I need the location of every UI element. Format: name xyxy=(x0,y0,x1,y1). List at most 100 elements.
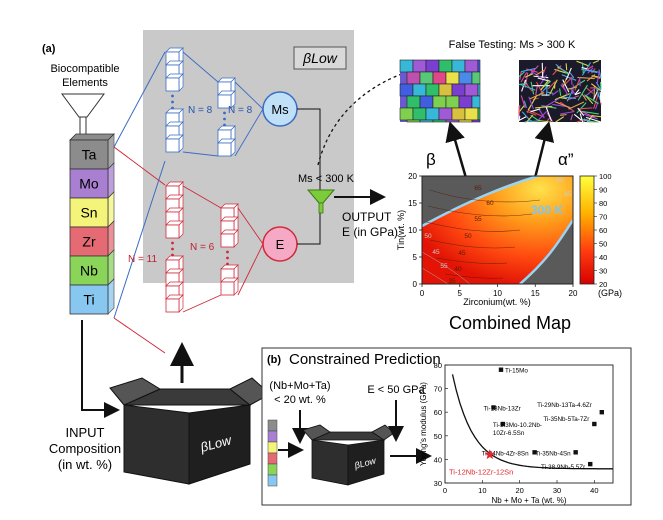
data-point-label: Ti-13Nb-13Zr xyxy=(484,405,521,412)
contour-label: 50 xyxy=(464,233,472,240)
element-symbol: Nb xyxy=(80,263,98,279)
map-ytick-label: 0 xyxy=(413,280,418,289)
elements-title-line2: Elements xyxy=(62,77,108,89)
colorbar-ticks: 100 90 80 70 60 50 40 30 20 xyxy=(594,172,612,289)
colorbar-tick-label: 90 xyxy=(599,186,607,195)
combined-map-plot xyxy=(421,174,575,285)
input-label-line1: INPUT xyxy=(66,425,105,440)
element-symbol: Sn xyxy=(80,205,97,221)
colorbar-tick-label: 50 xyxy=(599,240,607,249)
contour-label: 60 xyxy=(556,177,564,184)
constraint-line2: < 20 wt. % xyxy=(274,394,326,406)
mini-black-box-icon xyxy=(302,424,395,486)
colorbar-tick-label: 20 xyxy=(599,280,607,289)
model-panel-background xyxy=(143,30,354,283)
alpha-microstructure-image xyxy=(518,59,602,123)
model-label: βLow xyxy=(302,50,338,66)
contour-label: 65 xyxy=(474,185,482,192)
map-ytick-label: 10 xyxy=(408,226,417,235)
element-symbol: Mo xyxy=(79,176,99,192)
contour-label: 55 xyxy=(474,216,482,223)
neural-network-columns xyxy=(165,47,264,313)
n-label-e-first: N = 11 xyxy=(128,254,157,265)
contour-label: 40 xyxy=(454,266,462,273)
false-testing-dashed-arrow xyxy=(317,62,431,166)
element-block-sn: Sn xyxy=(69,191,115,228)
map-ytick-label: 20 xyxy=(408,172,417,181)
data-point xyxy=(532,450,537,455)
data-point xyxy=(573,450,578,455)
data-point-label: Ti-38.9Nb-5.5Zr xyxy=(541,464,585,471)
contour-label: 45 xyxy=(458,250,466,257)
ms-to-filter-line xyxy=(297,108,321,190)
youngs-modulus-scatter-chart: 0 10 20 30 40 30 40 50 60 70 80 Ti-15Mo Ti-13Nb-13Zr… xyxy=(419,361,614,505)
n-label-e-second: N = 6 xyxy=(190,242,215,253)
n-label-ms-second: N = 8 xyxy=(228,105,253,116)
data-point-label: Ti-35Nb-4Sn xyxy=(535,450,571,457)
element-symbol: Zr xyxy=(82,234,96,250)
contour-label: 65 xyxy=(564,191,572,198)
panel-a-label: (a) xyxy=(42,43,56,55)
data-point xyxy=(588,461,593,467)
mini-element-stack xyxy=(267,419,278,487)
colorbar-tick-label: 70 xyxy=(599,213,607,222)
output-label-line2: E (in GPa) xyxy=(342,225,398,239)
scatter-xtick-label: 10 xyxy=(478,486,486,495)
model-label-box xyxy=(293,46,347,70)
map-ytick-label: 5 xyxy=(413,253,418,262)
boundary-300k-label: 300 K xyxy=(531,203,563,217)
output-label-line1: OUTPUT xyxy=(342,210,392,224)
data-point-label: Ti-35Nb-5Ta-7Zr xyxy=(543,416,589,423)
data-point-label: 10Zr-6.5Sn xyxy=(493,430,525,437)
alpha-label: α” xyxy=(558,150,574,169)
panel-b-label: (b) xyxy=(267,354,281,366)
input-label-line3: (in wt. %) xyxy=(58,457,112,472)
data-point-label: Ti-5.3Mo-10.2Nb- xyxy=(493,422,542,429)
scatter-ylabel: Young's modulus (GPa) xyxy=(419,382,428,466)
data-point-label: Ti-24Nb-4Zr-8Sn xyxy=(482,450,530,457)
combined-map-axes: 0 5 10 15 20 0 5 10 15 20 xyxy=(408,172,578,298)
ms-node-label: Ms xyxy=(271,102,289,117)
black-box-model-icon xyxy=(109,377,271,485)
e-node-label: E xyxy=(276,237,285,252)
element-block-zr: Zr xyxy=(69,220,115,257)
element-block-ta: Ta xyxy=(69,133,115,170)
map-xlabel: Zirconium(wt. %) xyxy=(463,297,531,307)
beta-arrow xyxy=(445,121,468,179)
n-label-ms-first: N = 8 xyxy=(188,105,213,116)
scatter-xtick-label: 40 xyxy=(590,486,598,495)
constraint-line1: (Nb+Mo+Ta) xyxy=(269,380,330,392)
false-testing-label: False Testing: Ms > 300 K xyxy=(449,39,576,51)
mini-element-block xyxy=(267,474,278,487)
alpha-arrow xyxy=(533,121,555,179)
data-point xyxy=(592,421,597,427)
element-block-nb: Nb xyxy=(69,249,115,286)
data-point-label: Ti-29Nb-13Ta-4.6Zr xyxy=(537,402,592,409)
ms-condition: Ms < 300 K xyxy=(298,173,355,185)
data-point xyxy=(500,421,506,427)
map-xtick-label: 20 xyxy=(569,289,578,298)
element-symbol: Ta xyxy=(82,147,97,163)
scatter-ytick-label: 70 xyxy=(434,385,442,394)
colorbar-tick-label: 40 xyxy=(599,253,607,262)
beta-label: β xyxy=(426,150,436,169)
map-xtick-label: 15 xyxy=(531,289,540,298)
data-point xyxy=(599,410,604,415)
beta-microstructure-image xyxy=(399,59,481,123)
element-stack: Ta Mo Sn Zr Nb Ti xyxy=(69,133,115,315)
scatter-xtick-label: 20 xyxy=(515,486,523,495)
input-label-line2: Composition xyxy=(49,441,121,456)
element-block-ti: Ti xyxy=(69,278,115,315)
funnel-icon xyxy=(61,93,105,136)
colorbar-unit: (GPa) xyxy=(598,288,622,298)
scatter-xtick-label: 30 xyxy=(553,486,561,495)
highlight-star-marker xyxy=(484,449,495,460)
filter-funnel-icon xyxy=(306,189,336,214)
scatter-ytick-label: 30 xyxy=(434,479,442,488)
scatter-ytick-label: 40 xyxy=(434,455,442,464)
colorbar xyxy=(579,175,595,285)
contour-label: 35 xyxy=(448,278,456,285)
contour-label: 55 xyxy=(440,263,448,270)
